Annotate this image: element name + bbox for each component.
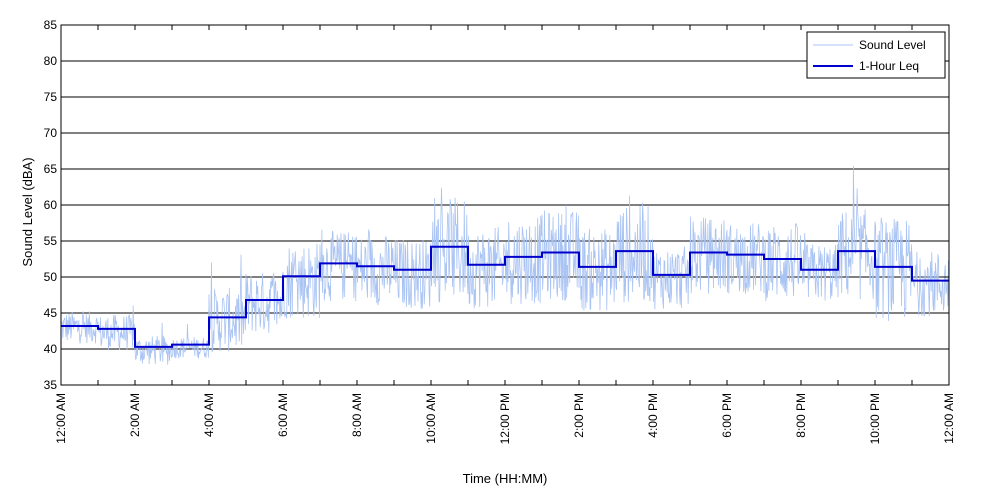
sound-level-series xyxy=(60,165,950,365)
y-axis-ticks: 35 40 45 50 55 60 65 70 75 80 85 xyxy=(44,18,949,392)
x-tick-label-2: 4:00 AM xyxy=(202,393,216,437)
x-axis-ticks: 12:00 AM 2:00 AM 4:00 AM 6:00 AM 8:00 AM 10:0… xyxy=(54,25,956,444)
y-tick-label-80: 80 xyxy=(44,54,58,68)
y-axis-title: Sound Level (dBA) xyxy=(20,157,35,266)
x-tick-label-9: 6:00 PM xyxy=(720,393,734,438)
legend: Sound Level 1-Hour Leq xyxy=(806,31,946,79)
x-tick-label-0: 12:00 AM xyxy=(54,393,68,444)
y-tick-label-35: 35 xyxy=(44,378,58,392)
y-tick-label-70: 70 xyxy=(44,126,58,140)
y-tick-label-65: 65 xyxy=(44,162,58,176)
x-tick-label-8: 4:00 PM xyxy=(646,393,660,438)
x-tick-label-3: 6:00 AM xyxy=(276,393,290,437)
x-tick-label-5: 10:00 AM xyxy=(424,393,438,444)
x-tick-label-11: 10:00 PM xyxy=(868,393,882,444)
legend-label-leq: 1-Hour Leq xyxy=(859,59,919,73)
legend-label-sound-level: Sound Level xyxy=(859,38,926,52)
x-tick-label-7: 2:00 PM xyxy=(572,393,586,438)
gridlines xyxy=(61,60,949,350)
x-tick-label-6: 12:00 PM xyxy=(498,393,512,444)
sound-level-line xyxy=(60,165,950,365)
y-tick-label-60: 60 xyxy=(44,198,58,212)
y-tick-label-45: 45 xyxy=(44,306,58,320)
leq-step-line xyxy=(61,245,949,348)
y-tick-label-85: 85 xyxy=(44,18,58,32)
x-axis-title: Time (HH:MM) xyxy=(463,471,548,486)
y-tick-label-75: 75 xyxy=(44,90,58,104)
x-tick-label-4: 8:00 AM xyxy=(350,393,364,437)
y-tick-label-55: 55 xyxy=(44,234,58,248)
leq-series xyxy=(61,245,949,348)
legend-box xyxy=(806,31,946,79)
x-tick-label-12: 12:00 AM xyxy=(942,393,956,444)
x-tick-label-1: 2:00 AM xyxy=(128,393,142,437)
x-tick-label-10: 8:00 PM xyxy=(794,393,808,438)
y-tick-label-50: 50 xyxy=(44,270,58,284)
y-tick-label-40: 40 xyxy=(44,342,58,356)
